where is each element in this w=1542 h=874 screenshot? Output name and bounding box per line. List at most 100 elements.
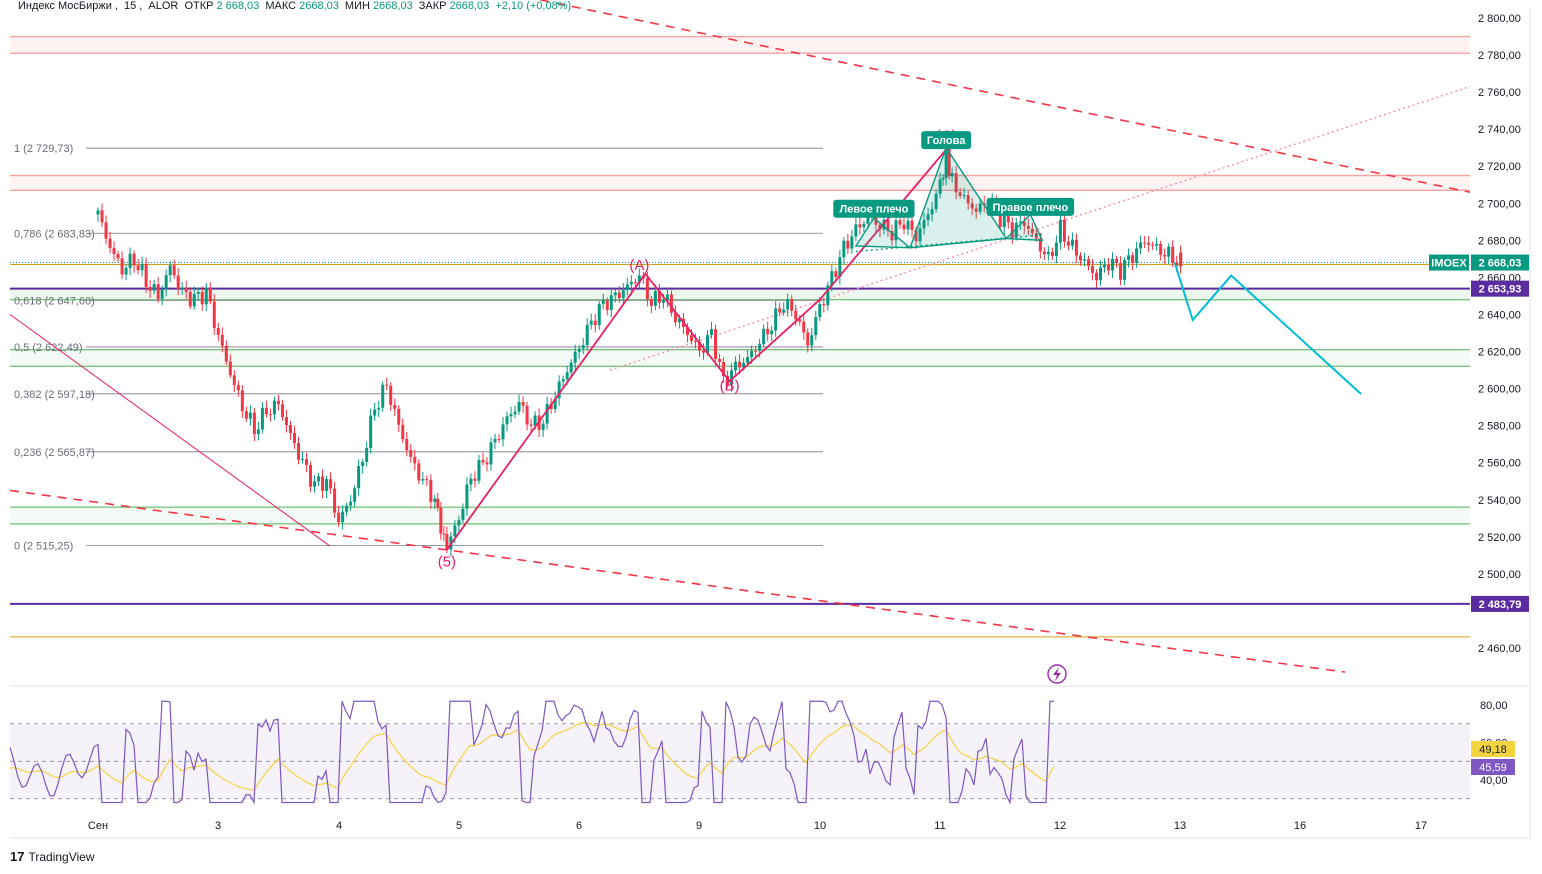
candle bbox=[1131, 252, 1135, 271]
candle-body bbox=[862, 223, 866, 228]
candle bbox=[637, 268, 641, 288]
candle-body bbox=[509, 414, 513, 417]
candle-body bbox=[369, 415, 373, 449]
candle bbox=[1058, 215, 1062, 250]
high-value: 2668,03 bbox=[299, 0, 339, 12]
candle-body bbox=[325, 479, 329, 491]
candle-body bbox=[673, 312, 677, 323]
candle-body bbox=[1074, 239, 1078, 256]
candle bbox=[389, 382, 393, 411]
candle bbox=[1082, 253, 1086, 267]
time-tick: 9 bbox=[696, 820, 702, 832]
candle bbox=[212, 294, 216, 335]
candle bbox=[252, 407, 256, 442]
candle-body bbox=[657, 291, 661, 303]
candle-body bbox=[373, 409, 377, 416]
candle bbox=[918, 222, 922, 246]
candle-body bbox=[730, 370, 734, 385]
candle bbox=[766, 321, 770, 342]
candle bbox=[581, 338, 585, 354]
lightning-icon bbox=[1047, 664, 1067, 684]
candle-body bbox=[96, 210, 100, 215]
time-tick: 5 bbox=[456, 820, 462, 832]
candle-body bbox=[164, 275, 168, 290]
candle bbox=[577, 345, 581, 360]
candle bbox=[477, 454, 481, 485]
candle-body bbox=[240, 390, 244, 412]
candle-body bbox=[212, 301, 216, 328]
candle-body bbox=[766, 328, 770, 335]
candle-body bbox=[505, 416, 509, 425]
candle-body bbox=[152, 284, 156, 291]
candle bbox=[802, 314, 806, 340]
candle-body bbox=[858, 224, 862, 228]
candle-body bbox=[1054, 242, 1058, 257]
price-tick: 2 740,00 bbox=[1478, 124, 1521, 136]
candle-body bbox=[1139, 242, 1143, 249]
candle bbox=[826, 281, 830, 311]
candle bbox=[369, 408, 373, 454]
candle bbox=[665, 287, 669, 308]
candle bbox=[774, 300, 778, 337]
candle bbox=[1010, 217, 1014, 245]
candle bbox=[1179, 245, 1183, 274]
candle bbox=[1107, 257, 1111, 276]
candle-body bbox=[934, 193, 938, 210]
candle bbox=[958, 187, 962, 199]
time-tick: 11 bbox=[934, 820, 945, 832]
candle-body bbox=[168, 265, 172, 276]
candle bbox=[706, 330, 710, 356]
price-tick: 2 620,00 bbox=[1478, 347, 1521, 359]
candle-body bbox=[196, 292, 200, 294]
price-tag-bg bbox=[1471, 254, 1529, 271]
candle-body bbox=[1107, 264, 1111, 271]
candle-body bbox=[256, 429, 260, 435]
candle-body bbox=[778, 308, 782, 313]
candle bbox=[505, 411, 509, 432]
candle-body bbox=[108, 238, 112, 249]
candle bbox=[1062, 212, 1066, 248]
candle bbox=[136, 259, 140, 275]
candle bbox=[778, 302, 782, 317]
candle bbox=[633, 278, 637, 287]
candle-body bbox=[585, 324, 589, 346]
fib-label: 0,786 (2 683,83) bbox=[14, 228, 95, 240]
candle-body bbox=[140, 263, 144, 271]
tradingview-logo[interactable]: 17 TradingView bbox=[10, 849, 95, 864]
candle bbox=[509, 406, 513, 423]
candle-body bbox=[453, 525, 457, 537]
candle-body bbox=[124, 267, 128, 275]
candle-body bbox=[353, 488, 357, 502]
candle bbox=[621, 283, 625, 304]
candle-body bbox=[1030, 228, 1034, 234]
time-tick: 6 bbox=[576, 820, 582, 832]
wave-label: (5) bbox=[438, 553, 456, 570]
candle-body bbox=[1115, 258, 1119, 263]
fib-label: 0,236 (2 565,87) bbox=[14, 447, 95, 459]
candle-body bbox=[1046, 251, 1050, 255]
candle bbox=[898, 217, 902, 229]
candle-body bbox=[782, 309, 786, 313]
candle bbox=[698, 336, 701, 357]
candle-body bbox=[894, 220, 898, 241]
candle bbox=[1127, 248, 1131, 268]
candle bbox=[1018, 214, 1022, 230]
candle-body bbox=[341, 511, 345, 523]
candle bbox=[365, 441, 369, 467]
candle-body bbox=[665, 294, 669, 301]
candle-body bbox=[236, 385, 240, 391]
candle bbox=[236, 380, 240, 397]
candle-body bbox=[1038, 238, 1042, 252]
candle-body bbox=[224, 345, 228, 362]
candle bbox=[353, 485, 357, 508]
candle bbox=[1094, 269, 1098, 288]
candle bbox=[1090, 259, 1094, 281]
candle-body bbox=[842, 240, 846, 258]
candle-body bbox=[393, 405, 397, 409]
candle-body bbox=[497, 438, 501, 440]
candle-body bbox=[1163, 254, 1167, 257]
candle bbox=[184, 280, 188, 299]
candle-body bbox=[802, 321, 806, 333]
candle-body bbox=[1094, 272, 1098, 281]
